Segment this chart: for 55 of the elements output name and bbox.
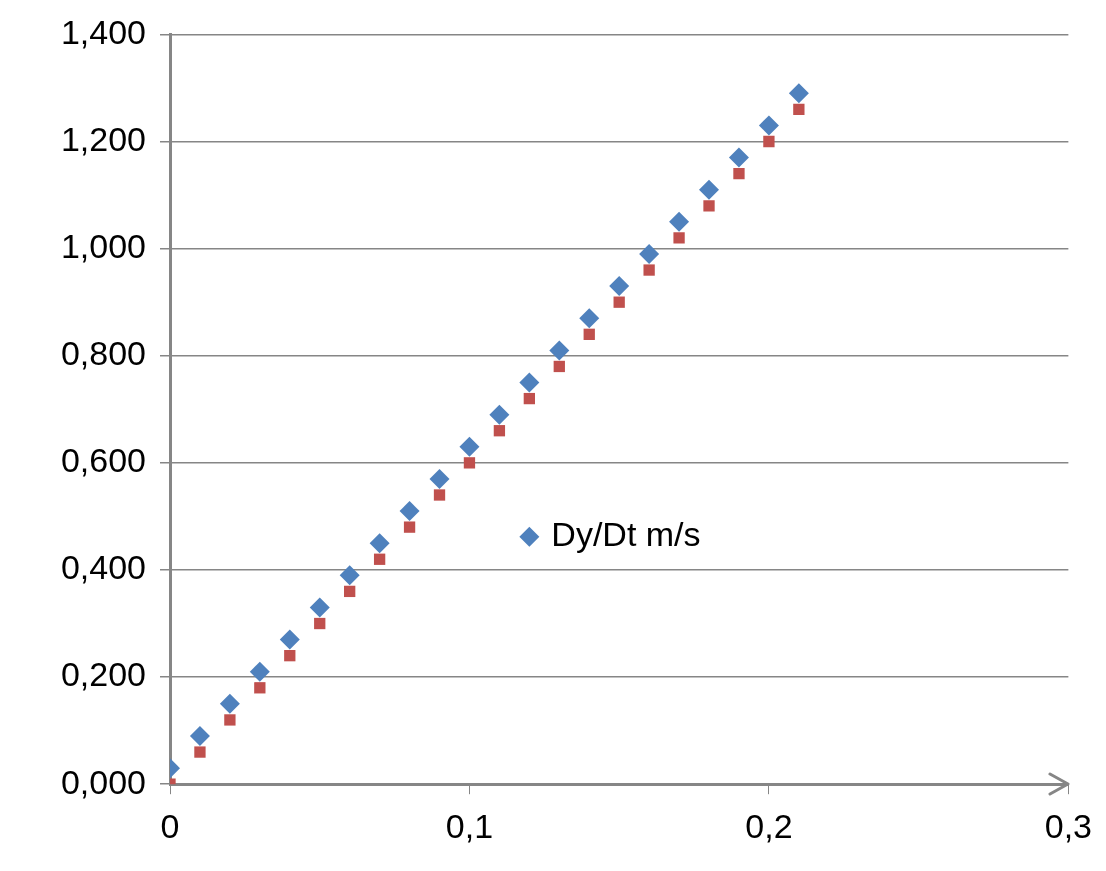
point: [763, 135, 775, 148]
point: [433, 489, 446, 501]
y-tick-label: 0,600: [60, 441, 146, 480]
point: [254, 682, 266, 694]
point: [703, 200, 715, 212]
point: [279, 629, 300, 650]
y-tick-label: 0,200: [60, 655, 146, 694]
x-tick-label: 0: [160, 806, 180, 845]
x-tick-label: 0,1: [445, 806, 494, 845]
point: [613, 296, 625, 308]
point: [399, 501, 420, 522]
x-tick-label: 0,2: [745, 806, 793, 845]
point: [463, 457, 476, 469]
point: [519, 372, 540, 393]
y-tick-label: 1,200: [60, 119, 146, 158]
point: [793, 103, 805, 116]
point: [523, 392, 535, 405]
point: [249, 661, 270, 682]
point: [643, 264, 655, 276]
point: [733, 167, 745, 180]
point: [373, 553, 386, 565]
point: [344, 585, 356, 598]
point: [219, 693, 240, 714]
point: [224, 714, 236, 726]
point: [553, 360, 565, 373]
point: [429, 468, 450, 489]
point: [728, 147, 749, 168]
point: [583, 328, 595, 340]
point: [493, 425, 506, 437]
point: [403, 521, 416, 533]
point: [758, 115, 779, 136]
point: [549, 340, 570, 361]
y-tick-label: 0,400: [60, 548, 146, 587]
point: [669, 211, 690, 232]
point: [314, 617, 326, 630]
point: [369, 533, 390, 554]
point: [788, 83, 809, 104]
y-tick-label: 0,800: [60, 334, 146, 373]
point: [489, 404, 510, 425]
y-tick-label: 0,000: [60, 762, 146, 801]
legend-label: Dy/Dt m/s: [551, 515, 701, 554]
x-tick-label: 0,3: [1044, 806, 1092, 845]
y-tick-label: 1,000: [60, 227, 146, 265]
point: [194, 746, 206, 758]
point: [579, 308, 600, 329]
point: [309, 597, 330, 618]
point: [609, 276, 630, 297]
point: [459, 436, 480, 457]
point: [699, 179, 720, 200]
point: [189, 726, 210, 746]
point: [673, 232, 685, 244]
point: [639, 243, 660, 264]
point: [339, 565, 360, 586]
point: [284, 650, 296, 662]
y-tick-label: 1,400: [60, 12, 146, 51]
